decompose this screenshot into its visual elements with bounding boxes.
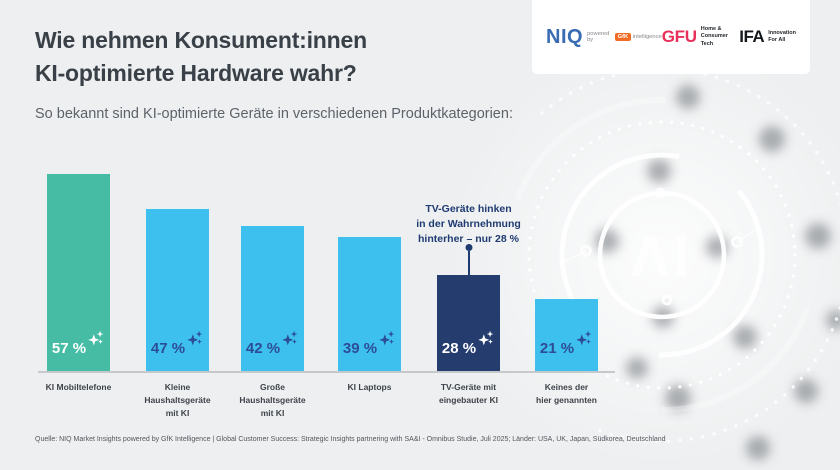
- bar-5: 28 %: [437, 275, 500, 372]
- gfk-badge: GfK: [615, 33, 631, 41]
- x-axis-line: [38, 371, 615, 373]
- sparkles-icon: [282, 330, 298, 346]
- logo-card: NIQ powered by GfK intelligence GFU Home…: [532, 0, 810, 74]
- bar-3: 42 %: [241, 226, 304, 372]
- niq-wordmark: NIQ: [546, 25, 584, 48]
- gfu-wordmark: GFU: [661, 26, 697, 46]
- category-label: KI Laptops: [347, 382, 392, 392]
- bar-4: 39 %: [338, 237, 401, 372]
- source-note: Quelle: NIQ Market Insights powered by G…: [35, 436, 666, 443]
- bar-value-label: 39 %: [342, 340, 378, 357]
- bar-2: 47 %: [146, 209, 209, 372]
- bar-6: 21 %: [535, 299, 598, 372]
- category-label: TV-Geräte mit eingebauter KI: [438, 382, 499, 406]
- sparkles-icon: [88, 330, 104, 346]
- sparkles-icon: [478, 330, 494, 346]
- niq-powered-by-label: powered by: [587, 31, 610, 43]
- gfu-tagline: Home & Consumer Tech: [700, 25, 728, 47]
- sparkles-icon: [187, 330, 203, 346]
- subtitle: So bekannt sind KI-optimierte Geräte in …: [35, 106, 513, 122]
- ifa-wordmark: IFA: [739, 27, 765, 46]
- niq-logo: NIQ powered by GfK intelligence: [546, 26, 662, 49]
- sparkles-icon: [576, 330, 592, 346]
- bar-value-label: 47 %: [150, 340, 186, 357]
- annotation-dot: [465, 244, 472, 251]
- bar-value-label: 21 %: [539, 340, 575, 357]
- bar-value-label: 42 %: [245, 340, 281, 357]
- tv-annotation-text: TV-Geräte hinken in der Wahrnehmung hint…: [416, 203, 521, 245]
- sparkles-icon: [379, 330, 395, 346]
- bar-value-label: 57 %: [51, 340, 87, 357]
- category-label: Große Haushaltsgeräte mit KI: [239, 382, 306, 419]
- category-label: KI Mobiltelefone: [45, 382, 112, 392]
- bar-value-label: 28 %: [441, 340, 477, 357]
- niq-intelligence-label: intelligence: [632, 34, 662, 40]
- ifa-logo: IFA Innovation For All: [739, 27, 796, 47]
- bar-1: 57 %: [47, 174, 110, 372]
- ifa-tagline: Innovation For All: [768, 29, 796, 43]
- category-label: Keines der hier genannten: [536, 382, 597, 406]
- category-label: Kleine Haushaltsgeräte mit KI: [144, 382, 211, 419]
- gfu-logo: GFU Home & Consumer Tech: [662, 26, 739, 48]
- page-title: Wie nehmen Konsument:innen KI-optimierte…: [35, 27, 367, 86]
- annotation-line: [467, 251, 470, 275]
